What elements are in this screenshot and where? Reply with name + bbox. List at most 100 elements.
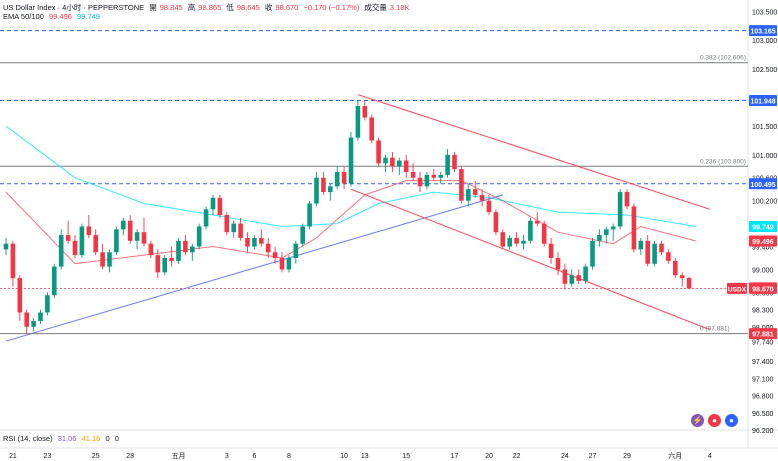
candle-body-85	[590, 240, 595, 267]
candle-body-97	[673, 260, 678, 276]
open-label: 開	[149, 3, 157, 12]
fib-label-2: 0 (97.881)	[700, 326, 730, 333]
y-tick-label-1: 103.000	[752, 38, 777, 45]
candle-body-58	[403, 160, 409, 172]
candle-body-95	[659, 243, 664, 253]
candle-body-63	[438, 174, 443, 178]
change-value: −0.170 (−0.17%)	[303, 3, 360, 12]
y-tick-label-5: 101.000	[752, 153, 777, 160]
candle-body-62	[431, 174, 437, 178]
calendar-event-icon[interactable]: ●	[708, 414, 721, 427]
candle-body-41	[286, 258, 292, 270]
candle-body-24	[169, 258, 174, 261]
y-tick-label-16: 97.100	[752, 376, 774, 383]
y-tick-label-17: 96.800	[752, 394, 774, 401]
candle-body-57	[397, 160, 402, 167]
rsi-value-4: 0	[114, 434, 119, 443]
rsi-value-3: 0	[105, 434, 110, 443]
candle-body-72	[500, 232, 506, 247]
candle-body-53	[369, 117, 374, 141]
price-badge-6: 98.670	[752, 286, 774, 293]
price-badge-1: 101.948	[750, 98, 775, 105]
candle-body-48	[334, 172, 340, 187]
candle-body-45	[314, 177, 319, 204]
y-tick-label-18: 96.500	[752, 411, 774, 418]
candle-body-71	[493, 212, 499, 233]
candle-body-74	[514, 237, 519, 244]
candle-body-35	[245, 237, 250, 247]
candle-body-73	[507, 237, 512, 247]
candle-body-60	[417, 177, 423, 187]
ema100-value: 99.749	[77, 12, 100, 21]
candle-body-19	[134, 232, 140, 241]
x-tick-label-17: 六月	[668, 451, 682, 460]
x-tick-label-14: 24	[561, 453, 569, 460]
trendline-channel-bottom	[350, 188, 711, 331]
trendline-support	[5, 194, 503, 342]
x-tick-label-15: 27	[589, 453, 597, 460]
low-value: 98.645	[236, 3, 260, 12]
candle-body-26	[183, 240, 188, 253]
rsi-label: RSI (14, close)	[3, 434, 53, 443]
candle-body-68	[472, 189, 478, 195]
candle-body-16	[114, 229, 119, 253]
price-badge-bg-6	[749, 282, 777, 294]
candle-body-55	[383, 157, 388, 164]
earnings-icon[interactable]: ●	[725, 414, 738, 427]
lightning-icon[interactable]: ⚡	[691, 414, 704, 427]
x-tick-label-12: 20	[485, 453, 493, 460]
x-tick-label-5: 3	[225, 453, 229, 460]
candle-body-92	[638, 240, 644, 250]
candle-body-67	[466, 189, 471, 201]
candle-body-96	[666, 252, 671, 261]
x-tick-label-18: 4	[708, 453, 712, 460]
candle-body-51	[355, 106, 361, 138]
candle-body-22	[155, 255, 161, 273]
candle-body-2	[17, 278, 23, 313]
symbol-legend: US Dollar Index · 4小时 · PEPPERSTONE 開 98.…	[3, 2, 413, 13]
candle-body-89	[617, 192, 623, 227]
candle-body-30	[210, 197, 216, 210]
x-tick-label-7: 8	[287, 453, 291, 460]
rsi-value-1: 31.06	[57, 434, 77, 443]
x-tick-label-11: 17	[451, 453, 459, 460]
candle-body-87	[604, 229, 609, 236]
candle-body-17	[121, 220, 126, 230]
candle-body-46	[321, 177, 326, 193]
candle-body-84	[583, 266, 588, 281]
candle-body-65	[452, 154, 457, 170]
candle-body-98	[679, 275, 685, 279]
open-value: 98.845	[159, 3, 183, 12]
candle-body-91	[631, 206, 637, 250]
y-tick-label-15: 97.400	[752, 359, 774, 366]
price-badge-bg-1	[749, 94, 777, 106]
price-badge-bg-0	[749, 25, 777, 37]
candle-body-23	[162, 258, 167, 273]
candle-body-99	[686, 278, 692, 289]
candle-body-69	[479, 194, 485, 201]
candle-body-0	[3, 243, 9, 250]
candle-body-52	[362, 106, 368, 118]
ema-legend: EMA 50/100 99.496 99.749	[3, 12, 103, 21]
candle-body-37	[259, 237, 264, 244]
candle-body-8	[58, 235, 64, 267]
close-value: 98.670	[275, 3, 299, 12]
candle-body-32	[224, 215, 230, 233]
candle-body-49	[341, 172, 347, 184]
high-label: 高	[187, 3, 196, 12]
candle-body-7	[52, 266, 57, 296]
price-badge-bg-7	[749, 328, 777, 340]
rsi-value-2: 41.16	[81, 434, 101, 443]
candle-body-79	[548, 243, 554, 258]
candle-body-70	[486, 200, 492, 213]
candle-body-6	[45, 295, 50, 313]
candle-body-9	[65, 235, 71, 241]
x-tick-label-9: 13	[361, 453, 369, 460]
ema50-value: 99.496	[48, 12, 72, 21]
fib-label-1: 0.236 (100.800)	[700, 158, 746, 165]
candle-body-34	[238, 223, 243, 238]
candle-body-1	[10, 243, 16, 279]
candle-body-20	[141, 232, 147, 244]
candle-body-78	[541, 223, 547, 244]
